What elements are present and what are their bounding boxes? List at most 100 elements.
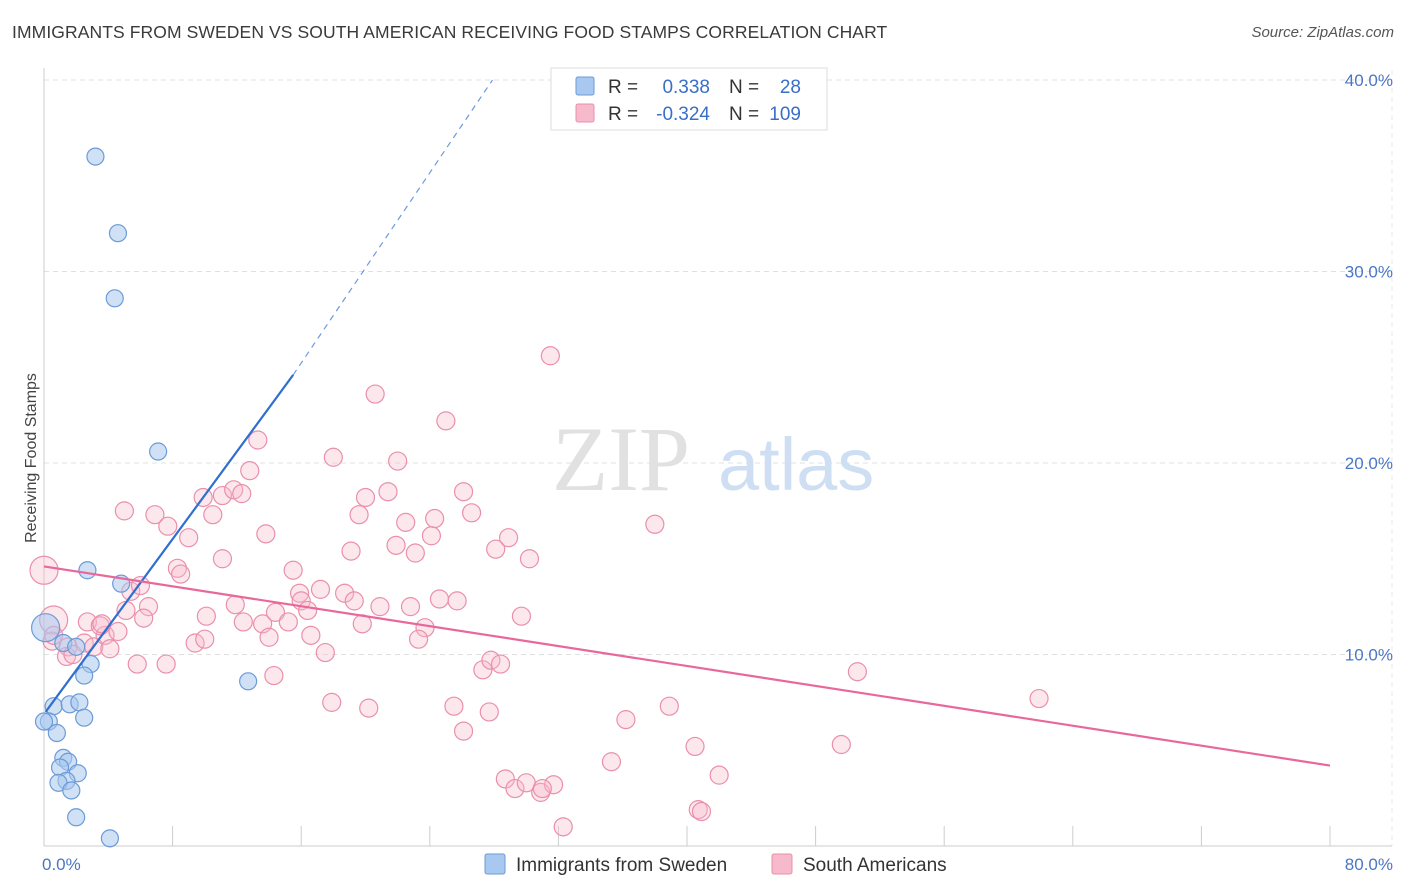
point-immigrants-from-sweden xyxy=(34,712,54,731)
point-south-americans xyxy=(298,600,318,621)
point-south-americans xyxy=(341,541,361,561)
point-immigrants-from-sweden xyxy=(47,723,66,743)
point-south-americans xyxy=(301,625,321,645)
point-south-americans xyxy=(278,612,298,632)
bottom-legend-swatch-pink xyxy=(771,853,793,875)
point-south-americans xyxy=(429,589,450,609)
y-tick-labels: 10.0% 20.0% 30.0% 40.0% xyxy=(1345,71,1393,665)
point-south-americans xyxy=(158,516,178,536)
point-immigrants-from-sweden xyxy=(239,672,258,691)
point-immigrants-from-sweden xyxy=(67,637,86,656)
point-immigrants-from-sweden xyxy=(108,224,128,243)
point-south-americans xyxy=(355,487,376,508)
point-south-americans xyxy=(486,539,506,559)
point-south-americans xyxy=(232,484,252,504)
point-south-americans xyxy=(461,503,482,523)
point-south-americans xyxy=(378,482,398,502)
point-south-americans xyxy=(92,614,112,634)
point-south-americans xyxy=(400,597,421,617)
point-south-americans xyxy=(108,621,128,642)
point-south-americans xyxy=(519,549,540,569)
point-immigrants-from-sweden xyxy=(62,781,81,800)
point-south-americans xyxy=(425,508,445,529)
point-immigrants-from-sweden xyxy=(78,561,97,580)
legend-swatch-pink xyxy=(575,103,595,123)
point-south-americans xyxy=(127,654,147,674)
point-south-americans xyxy=(498,528,519,548)
trend-line-sweden xyxy=(44,374,295,713)
legend-r-label-1: R = xyxy=(608,77,638,98)
point-south-americans xyxy=(171,564,191,584)
point-south-americans xyxy=(436,411,456,431)
trend-lines xyxy=(43,79,1331,767)
watermark-zip: ZIP xyxy=(552,408,690,510)
bottom-legend-swatch-blue xyxy=(484,853,506,875)
legend-n-value-2: 109 xyxy=(769,104,801,125)
legend-n-value-1: 28 xyxy=(780,77,801,98)
point-south-americans xyxy=(1029,688,1049,709)
source-credit: Source: ZipAtlas.com xyxy=(1251,24,1394,41)
y-tick-label-10: 10.0% xyxy=(1345,646,1393,665)
legend-n-label-2: N = xyxy=(729,104,759,125)
point-south-americans xyxy=(359,698,379,718)
point-immigrants-from-sweden xyxy=(75,666,94,685)
y-tick-label-40: 40.0% xyxy=(1345,71,1393,90)
point-south-americans xyxy=(225,595,245,615)
point-south-americans xyxy=(453,482,474,502)
point-south-americans xyxy=(167,558,188,578)
point-south-americans xyxy=(179,528,199,548)
point-south-americans xyxy=(388,451,408,471)
point-south-americans xyxy=(310,579,331,599)
y-axis-label: Receiving Food Stamps xyxy=(23,373,40,543)
point-south-americans xyxy=(386,535,406,555)
point-south-americans xyxy=(405,543,425,563)
point-south-americans xyxy=(659,696,679,716)
point-south-americans xyxy=(553,817,573,837)
x-tick-label-min: 0.0% xyxy=(42,855,81,874)
point-south-americans xyxy=(335,583,355,603)
point-south-americans xyxy=(203,505,223,525)
point-south-americans xyxy=(344,591,364,611)
point-south-americans xyxy=(212,485,233,506)
point-south-americans xyxy=(349,505,369,525)
point-south-americans xyxy=(233,612,253,632)
point-south-americans xyxy=(248,430,268,450)
point-south-americans xyxy=(29,555,59,585)
point-south-americans xyxy=(100,639,120,659)
point-south-americans xyxy=(490,654,511,674)
point-south-americans xyxy=(453,721,474,741)
legend-swatch-blue xyxy=(575,76,595,96)
point-immigrants-from-sweden xyxy=(105,289,124,308)
point-immigrants-from-sweden xyxy=(100,829,120,848)
point-south-americans xyxy=(421,526,442,546)
point-south-americans xyxy=(685,736,705,757)
point-south-americans xyxy=(479,702,499,722)
trend-line-sweden-extension xyxy=(292,79,493,376)
point-south-americans xyxy=(185,633,205,653)
y-tick-label-20: 20.0% xyxy=(1345,454,1393,473)
point-immigrants-from-sweden xyxy=(149,442,168,461)
point-south-americans xyxy=(240,461,260,481)
point-south-americans xyxy=(447,591,467,611)
point-south-americans xyxy=(481,650,501,670)
point-south-americans xyxy=(847,662,867,682)
x-tick-label-max: 80.0% xyxy=(1345,855,1393,874)
legend-n-label-1: N = xyxy=(729,77,759,98)
point-south-americans xyxy=(315,642,335,663)
point-south-americans xyxy=(370,597,390,617)
point-immigrants-from-sweden xyxy=(75,708,94,727)
point-south-americans xyxy=(444,696,464,716)
point-south-americans xyxy=(691,801,712,822)
series-south-americans xyxy=(29,346,1049,837)
point-south-americans xyxy=(289,583,310,603)
point-south-americans xyxy=(831,734,851,755)
point-south-americans xyxy=(601,752,622,772)
bottom-legend-label-south-americans: South Americans xyxy=(803,855,947,876)
point-south-americans xyxy=(616,710,636,730)
point-immigrants-from-sweden xyxy=(31,613,61,643)
point-immigrants-from-sweden xyxy=(70,693,89,712)
point-south-americans xyxy=(283,560,303,580)
point-south-americans xyxy=(396,512,416,532)
gridlines xyxy=(44,70,1393,846)
